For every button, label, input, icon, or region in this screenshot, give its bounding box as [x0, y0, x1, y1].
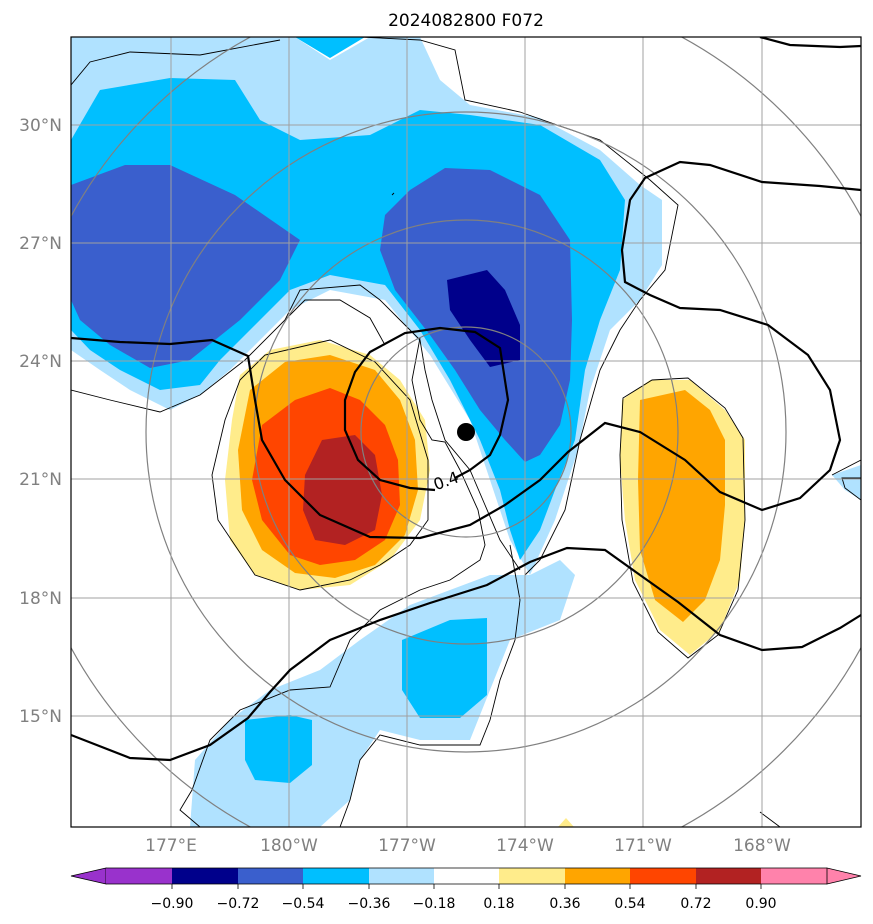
- lon-label: 171°W: [614, 836, 672, 856]
- lon-label: 180°W: [260, 836, 318, 856]
- lon-label: 168°W: [733, 836, 791, 856]
- lat-label: 24°N: [19, 352, 62, 372]
- colorbar-low-extend: [70, 867, 107, 885]
- lat-label: 21°N: [19, 470, 62, 490]
- colorbar-outline: [106, 867, 827, 885]
- latitude-labels: 30°N 27°N 24°N 21°N 18°N 15°N: [19, 116, 62, 727]
- colorbar-tick-label: 0.72: [680, 896, 711, 912]
- colorbar-high-extend: [826, 867, 862, 885]
- lat-label: 30°N: [19, 116, 62, 136]
- thin-contours: [71, 37, 861, 827]
- colorbar-segment: [696, 868, 761, 884]
- graticule: [71, 37, 861, 827]
- shade-orange-east: [638, 390, 725, 622]
- shade-dark-blue: [447, 270, 520, 367]
- colorbar-tick-label: 0.18: [483, 896, 514, 912]
- colorbar-segment: [172, 868, 238, 884]
- colorbar-segment: [630, 868, 696, 884]
- lat-label: 27°N: [19, 234, 62, 254]
- shade-cyan-top: [295, 37, 365, 58]
- colorbar-tick-label: 0.54: [614, 896, 645, 912]
- shade-cyan-south-1: [402, 618, 487, 718]
- lon-label: 174°W: [496, 836, 554, 856]
- colorbar-tick-label: 0.36: [549, 896, 580, 912]
- colorbar-segment: [434, 868, 499, 884]
- colorbar-segment: [369, 868, 434, 884]
- shade-blue-west: [71, 165, 300, 368]
- longitude-labels: 177°E 180°W 177°W 174°W 171°W 168°W: [145, 836, 791, 856]
- shade-light-blue-east: [832, 465, 861, 500]
- map-title: 2024082800 F072: [388, 11, 544, 31]
- colorbar-tick-label: 0.90: [745, 896, 776, 912]
- colorbar-segment: [238, 868, 303, 884]
- lon-label: 177°E: [145, 836, 197, 856]
- colorbar-segment: [565, 868, 630, 884]
- colorbar-tick-label: −0.72: [217, 896, 260, 912]
- colorbar-segment: [106, 868, 172, 884]
- lon-label: 177°W: [378, 836, 436, 856]
- colorbar-tick-label: −0.54: [282, 896, 325, 912]
- lat-label: 18°N: [19, 589, 62, 609]
- colorbar-tick-label: −0.36: [348, 896, 391, 912]
- range-rings: [71, 37, 861, 827]
- colorbar-tick-label: −0.90: [151, 896, 194, 912]
- thick-contours: [71, 37, 861, 762]
- colorbar: −0.90 −0.72 −0.54 −0.36 −0.18 0.18 0.36 …: [70, 867, 862, 912]
- colorbar-segment: [499, 868, 565, 884]
- colorbar-segment: [761, 868, 827, 884]
- map-area: 0.4: [71, 37, 861, 827]
- map-frame: [70, 36, 862, 828]
- colorbar-tick-label: −0.18: [413, 896, 456, 912]
- colorbar-segment: [303, 868, 369, 884]
- storm-center-marker: [457, 423, 475, 441]
- shade-yellow-bottom: [558, 818, 574, 827]
- shade-cyan-south-2: [245, 715, 312, 783]
- lat-label: 15°N: [19, 707, 62, 727]
